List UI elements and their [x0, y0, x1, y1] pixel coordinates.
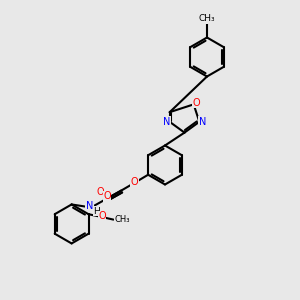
Text: N: N — [199, 117, 206, 127]
Text: O: O — [131, 177, 138, 187]
Text: O: O — [98, 211, 106, 221]
Text: CH₃: CH₃ — [114, 215, 130, 224]
Text: O: O — [103, 191, 111, 201]
Text: N: N — [163, 117, 170, 127]
Text: O: O — [192, 98, 200, 108]
Text: O: O — [97, 188, 104, 197]
Text: CH₃: CH₃ — [199, 14, 215, 23]
Text: H: H — [93, 207, 100, 216]
Text: N: N — [86, 201, 93, 211]
